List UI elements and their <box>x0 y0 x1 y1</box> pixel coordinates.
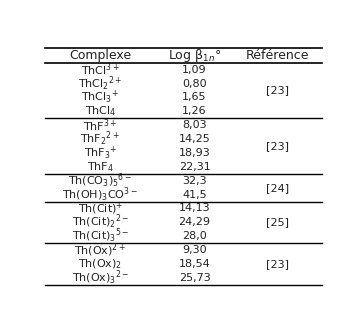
Text: Th(Cit)$^{+}$: Th(Cit)$^{+}$ <box>78 200 123 217</box>
Text: 1,26: 1,26 <box>182 106 207 116</box>
Text: 25,73: 25,73 <box>179 273 211 283</box>
Text: 41,5: 41,5 <box>182 190 207 200</box>
Text: 14,13: 14,13 <box>179 204 211 213</box>
Text: 1,65: 1,65 <box>182 93 207 103</box>
Text: ThCl$_4$: ThCl$_4$ <box>84 105 116 118</box>
Text: ThCl$_2$$^{2+}$: ThCl$_2$$^{2+}$ <box>78 74 122 93</box>
Text: ThF$_2$$^{2+}$: ThF$_2$$^{2+}$ <box>80 130 120 148</box>
Text: ThCl$_3$$^{+}$: ThCl$_3$$^{+}$ <box>81 89 119 106</box>
Text: Log β$_{1n}$°: Log β$_{1n}$° <box>168 46 221 64</box>
Text: 28,0: 28,0 <box>182 231 207 241</box>
Text: Th(Cit)$_2$$^{2-}$: Th(Cit)$_2$$^{2-}$ <box>72 213 129 231</box>
Text: 8,03: 8,03 <box>182 120 207 130</box>
Text: Th(Ox)$_3$$^{2-}$: Th(Ox)$_3$$^{2-}$ <box>72 269 129 287</box>
Text: 22,31: 22,31 <box>179 162 211 172</box>
Text: [25]: [25] <box>266 217 289 227</box>
Text: [24]: [24] <box>266 183 289 193</box>
Text: ThF$_4$: ThF$_4$ <box>87 160 114 174</box>
Text: [23]: [23] <box>266 259 289 269</box>
Text: Th(Ox)$_2$: Th(Ox)$_2$ <box>78 257 122 271</box>
Text: Référence: Référence <box>246 49 310 62</box>
Text: 14,25: 14,25 <box>179 134 211 144</box>
Text: [23]: [23] <box>266 86 289 96</box>
Text: ThF$_3$$^{+}$: ThF$_3$$^{+}$ <box>83 144 117 162</box>
Text: ThF$^{3+}$: ThF$^{3+}$ <box>83 117 117 133</box>
Text: Complexe: Complexe <box>69 49 131 62</box>
Text: 18,93: 18,93 <box>179 148 211 158</box>
Text: Th(CO$_3$)$_5$$^{6-}$: Th(CO$_3$)$_5$$^{6-}$ <box>68 172 132 190</box>
Text: 0,80: 0,80 <box>182 79 207 89</box>
Text: Th(Ox)$^{2+}$: Th(Ox)$^{2+}$ <box>74 241 126 259</box>
Text: Th(Cit)$_3$$^{5-}$: Th(Cit)$_3$$^{5-}$ <box>72 227 129 245</box>
Text: 1,09: 1,09 <box>182 65 207 75</box>
Text: 18,54: 18,54 <box>179 259 211 269</box>
Text: ThCl$^{3+}$: ThCl$^{3+}$ <box>81 61 120 78</box>
Text: 24,29: 24,29 <box>179 217 211 227</box>
Text: [23]: [23] <box>266 141 289 151</box>
Text: 32,3: 32,3 <box>182 176 207 186</box>
Text: 9,30: 9,30 <box>182 245 207 255</box>
Text: Th(OH)$_3$CO$^{3-}$: Th(OH)$_3$CO$^{3-}$ <box>62 186 138 204</box>
